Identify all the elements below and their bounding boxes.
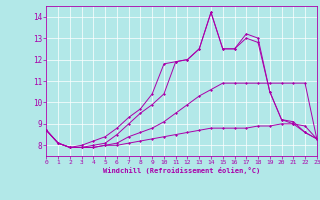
X-axis label: Windchill (Refroidissement éolien,°C): Windchill (Refroidissement éolien,°C) [103,167,260,174]
